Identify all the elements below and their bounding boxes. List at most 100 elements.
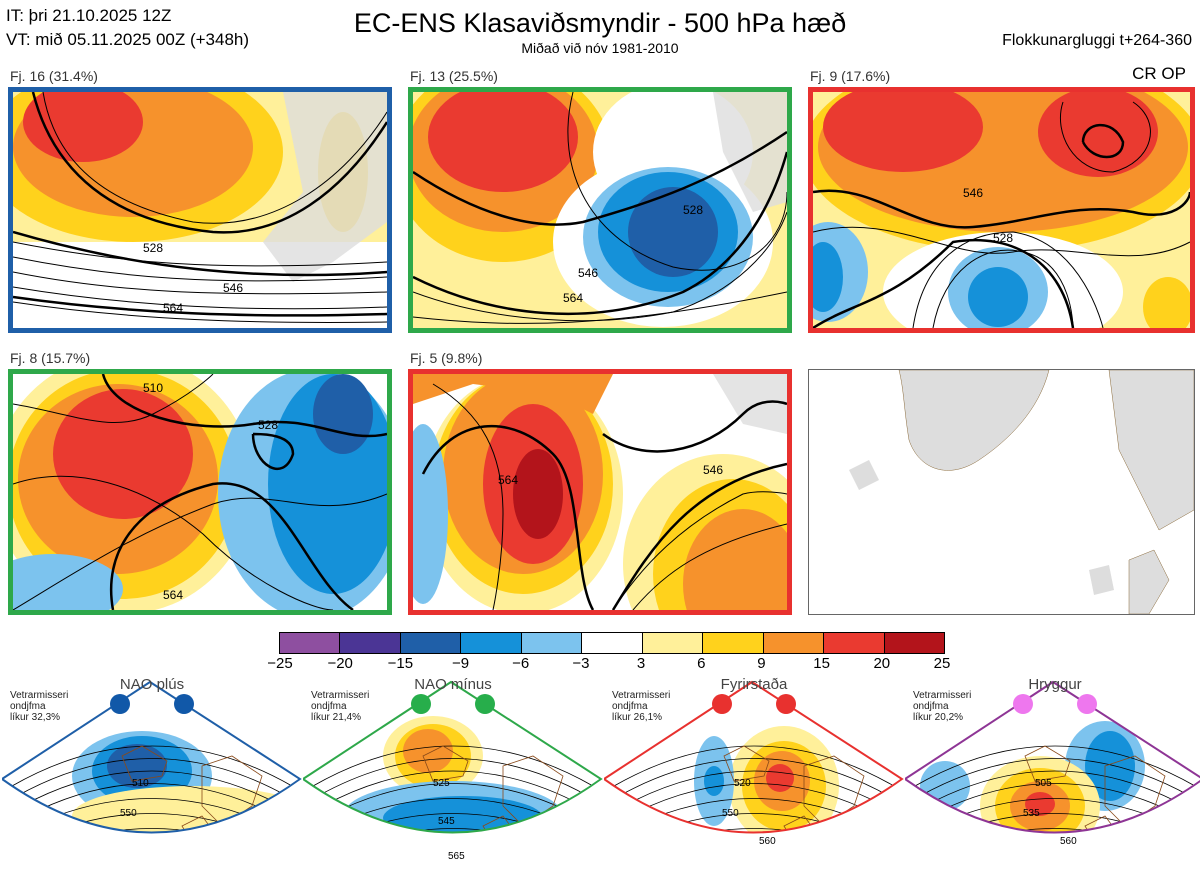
base-map-panel (808, 369, 1195, 615)
panel-1-label: Fj. 16 (31.4%) (10, 68, 98, 84)
cluster-map-4: 528 510 564 (13, 374, 387, 610)
page-subtitle: Miðað við nóv 1981-2010 (521, 40, 679, 56)
contour-label: 505 (1035, 778, 1052, 789)
colorbar-swatch (339, 633, 400, 653)
panel-4-contour-label: 510 (143, 381, 163, 395)
colorbar-tick-label: −25 (267, 655, 293, 672)
anomaly-shading (107, 744, 167, 788)
colorbar-tick-label: 15 (813, 655, 830, 672)
regime-map: 525 545 565 (303, 680, 603, 862)
cluster-panel-2: 564 528 546 (408, 87, 792, 333)
valid-time: VT: mið 05.11.2025 00Z (+348h) (6, 30, 250, 49)
cluster-panel-1: 546 528 564 (8, 87, 392, 333)
colorbar-swatch (460, 633, 521, 653)
panel-2-contour-label: 546 (578, 266, 598, 280)
regime-title: Fyrirstaða (720, 676, 788, 693)
regime-title: NAO mínus (414, 676, 492, 693)
colorbar-swatch (399, 633, 461, 653)
panel-5-contour-label: 546 (703, 463, 723, 477)
crop-label: CR OP (1132, 64, 1186, 83)
regime-info: Vetrarmisseri ondjfma líkur 21,4% (311, 690, 370, 723)
contour-label: 565 (448, 851, 465, 862)
initial-time: IT: þri 21.10.2025 12Z (6, 6, 172, 25)
cluster-panel-5: 564 546 (408, 369, 792, 615)
coastlines (422, 745, 564, 833)
regime-border (2, 680, 302, 834)
panel-1-contour-label: 546 (223, 281, 243, 295)
regime-dot (110, 694, 130, 714)
cluster-panel-3: 528 546 (808, 87, 1195, 333)
contour-label: 545 (438, 816, 455, 827)
colorbar-swatch (641, 633, 703, 653)
colorbar-swatch (280, 633, 340, 653)
anomaly-shading (704, 766, 724, 796)
panel-3-label: Fj. 9 (17.6%) (810, 68, 891, 84)
colorbar-tick-label: 6 (697, 655, 706, 672)
regime-map: 510 550 (2, 680, 302, 834)
regime-title: NAO plús (119, 676, 185, 693)
colorbar-swatch (883, 633, 944, 653)
cluster-map-5: 564 546 (413, 374, 787, 610)
regime-info: Vetrarmisseri ondjfma líkur 20,2% (913, 690, 972, 723)
page-title: EC-ENS Klasaviðsmyndir - 500 hPa hæð (353, 8, 847, 38)
colorbar-tick-label: −3 (572, 655, 590, 672)
colorbar-tick-label: 3 (636, 655, 646, 672)
panel-5-contour-label: 564 (498, 473, 518, 487)
regime-border (303, 680, 603, 834)
anomaly-shading (766, 764, 794, 792)
contour-label: 550 (120, 808, 137, 819)
regime-panel: 520 550 560 Fyrirstaða Vetrarmisseri ondj… (604, 676, 904, 871)
contour-label: 550 (722, 808, 739, 819)
base-map (809, 370, 1194, 614)
contour-label: 520 (734, 778, 751, 789)
regime-dot (1077, 694, 1097, 714)
regime-dot (411, 694, 431, 714)
regime-dot (475, 694, 495, 714)
colorbar-swatch (520, 633, 582, 653)
regime-map: 520 550 560 (604, 680, 904, 847)
panel-2-contour-label: 564 (563, 291, 583, 305)
panel-3-contour-label: 528 (993, 231, 1013, 245)
regime-info: Vetrarmisseri ondjfma líkur 32,3% (10, 690, 69, 723)
colorbar-tick-label: −6 (512, 655, 530, 672)
panel-4-contour-label: 564 (163, 588, 183, 602)
panel-2-label: Fj. 13 (25.5%) (410, 68, 498, 84)
colorbar-ticks: −25 −20 −15 −9 −6 −3 3 6 9 15 20 25 (267, 655, 950, 675)
colorbar-swatch (762, 633, 824, 653)
panel-1-contour-label: 528 (143, 241, 163, 255)
colorbar-tick-label: −9 (451, 655, 470, 672)
panel-3-contour-label: 546 (963, 186, 983, 200)
colorbar-tick-label: −20 (327, 655, 353, 672)
colorbar-tick-label: 9 (757, 655, 766, 672)
panel-4-contour-label: 528 (258, 418, 278, 432)
colorbar-tick-label: −15 (387, 655, 414, 672)
cluster-map-2: 564 528 546 (413, 92, 787, 328)
cluster-map-3: 528 546 (813, 92, 1190, 328)
classification-window: Flokkunargluggi t+264-360 (1002, 32, 1192, 49)
regime-info: Vetrarmisseri ondjfma líkur 26,1% (612, 690, 671, 723)
colorbar-tick-label: 25 (933, 655, 951, 672)
regime-dot (776, 694, 796, 714)
contour-label: 560 (1060, 836, 1077, 847)
anomaly-shading (1085, 731, 1135, 801)
regime-border (905, 680, 1200, 834)
regime-dot (174, 694, 194, 714)
contour-label: 535 (1023, 808, 1040, 819)
panel-1-contour-label: 564 (163, 301, 183, 315)
colorbar (279, 632, 945, 654)
anomaly-shading (403, 729, 453, 773)
colorbar-swatch (823, 633, 884, 653)
coastlines (723, 745, 865, 833)
colorbar-swatch (702, 633, 763, 653)
panel-4-label: Fj. 8 (15.7%) (10, 350, 91, 366)
contour-label: 560 (759, 836, 776, 847)
coastlines (121, 745, 263, 833)
colorbar-tick-label: 20 (873, 655, 891, 672)
regime-dot (712, 694, 732, 714)
panel-2-contour-label: 528 (683, 203, 703, 217)
regime-panel: 525 545 565 NAO mínus Vetrarmisseri ondjf… (303, 676, 603, 871)
regime-panel: 505 535 560 Hryggur Vetrarmisseri ondjfma… (905, 676, 1200, 871)
contour-label: 510 (132, 778, 149, 789)
panel-5-label: Fj. 5 (9.8%) (410, 350, 483, 366)
coastlines (1024, 745, 1166, 833)
